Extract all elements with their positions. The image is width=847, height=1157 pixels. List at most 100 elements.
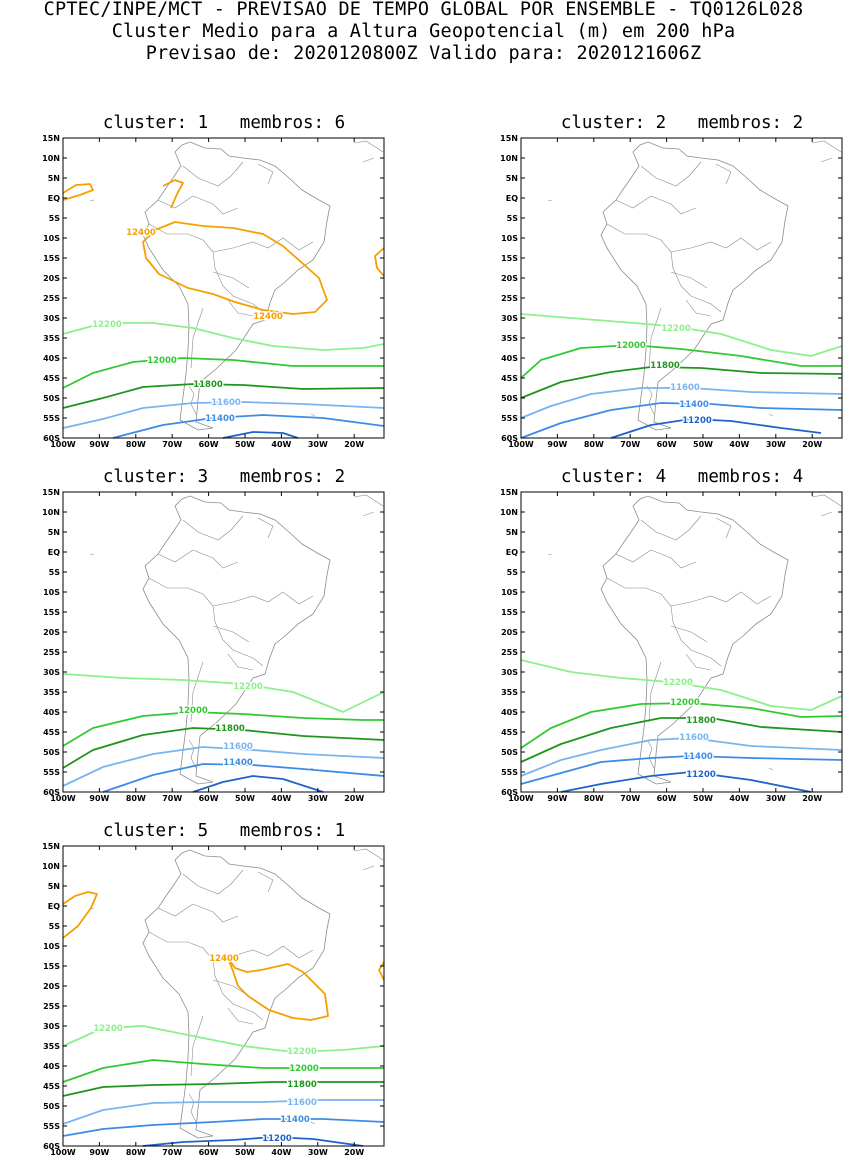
map-panel-cluster-2: 12200 12000 11800 11600 11400 11200 15N 10N 5N EQ… [500, 134, 843, 447]
lat-label: 50S [43, 748, 60, 757]
contour-line-11600 [62, 401, 385, 429]
contour-line-11400 [520, 755, 843, 785]
lon-label: 60W [199, 794, 219, 801]
lat-label: 15N [500, 134, 518, 143]
lon-label: 80W [126, 440, 146, 447]
country-border [148, 577, 188, 589]
lat-label: 20S [501, 628, 518, 637]
lat-label: 10N [42, 154, 60, 163]
country-border [670, 591, 772, 607]
country-border [645, 587, 722, 667]
country-border [606, 223, 646, 235]
contour-label-12200: 12200 [92, 320, 122, 330]
contour-line-12000 [62, 711, 384, 747]
forecast-dates: Previsao de: 2020120800Z Valido para: 20… [145, 43, 702, 64]
lon-label: 50W [693, 794, 713, 801]
country-border [685, 299, 712, 317]
lon-label: 90W [547, 794, 567, 801]
lon-label: 90W [89, 1148, 109, 1155]
contour-line-12200 [62, 1025, 385, 1053]
lon-label: 30W [308, 794, 328, 801]
contour-label-12000: 12000 [670, 698, 700, 708]
lat-label: 55S [501, 414, 518, 423]
contour-line-12200 [520, 313, 843, 357]
country-border [157, 549, 194, 563]
map-frame [520, 137, 843, 439]
country-border [715, 163, 732, 185]
country-border [670, 271, 708, 289]
lat-label: 45S [501, 728, 518, 737]
lat-label: 35S [43, 1042, 60, 1051]
lat-label: EQ [506, 194, 518, 203]
lat-label: 10S [501, 588, 518, 597]
lat-label: 60S [43, 788, 60, 797]
contour-line-12000 [62, 1059, 384, 1083]
contour-line-11400 [62, 1118, 385, 1137]
island-outline [353, 848, 384, 861]
country-border [650, 549, 697, 569]
lat-label: 60S [43, 434, 60, 443]
lon-label: 30W [308, 1148, 328, 1155]
lat-label: 5N [506, 174, 518, 183]
contour-line-12000 [520, 344, 842, 379]
lon-label: 60W [199, 1148, 219, 1155]
contour-label-12400: 12400 [209, 954, 239, 964]
coastline [142, 849, 331, 1139]
lon-label: 20W [344, 440, 364, 447]
contour-label-11600: 11600 [679, 733, 709, 743]
lat-label: 5S [49, 568, 61, 577]
country-border [182, 161, 244, 187]
lat-label: 60S [501, 434, 518, 443]
country-border [212, 271, 250, 289]
island-outline [310, 1121, 316, 1125]
contour-label-11800: 11800 [193, 380, 223, 390]
lon-label: 20W [802, 794, 822, 801]
coastline [600, 495, 789, 785]
contour-line-11400 [112, 414, 385, 439]
lat-label: 15S [501, 608, 518, 617]
island-outline [820, 157, 833, 163]
lat-label: 30S [501, 314, 518, 323]
island-outline [362, 865, 375, 871]
country-border [640, 161, 702, 187]
island-outline [89, 199, 95, 202]
country-border [650, 195, 697, 215]
country-border [640, 515, 702, 541]
lat-label: 35S [43, 688, 60, 697]
lat-label: 10S [43, 942, 60, 951]
lon-label: 80W [584, 794, 604, 801]
island-outline [820, 511, 833, 517]
lat-label: 55S [43, 768, 60, 777]
country-border [192, 903, 239, 923]
contour-label-12200: 12200 [661, 324, 691, 334]
country-border [227, 1007, 254, 1025]
contour-line-11200 [142, 1136, 364, 1147]
lat-label: 10S [501, 234, 518, 243]
lat-label: 20S [43, 274, 60, 283]
country-border [157, 195, 194, 209]
island-outline [188, 385, 197, 415]
lon-label: 70W [162, 440, 182, 447]
contour-label-11200: 11200 [682, 416, 712, 426]
country-border [670, 237, 772, 253]
lat-label: 15S [43, 962, 60, 971]
lon-label: 40W [729, 794, 749, 801]
contour-line-11200 [610, 418, 822, 439]
country-border [615, 195, 652, 209]
contour-label-11600: 11600 [287, 1098, 317, 1108]
lon-label: 100W [50, 1148, 76, 1155]
lat-label: EQ [48, 548, 60, 557]
lat-label: 5S [507, 568, 519, 577]
country-border [187, 233, 264, 313]
contour-line-11800 [62, 383, 385, 409]
lat-label: 5S [49, 214, 61, 223]
contour-line-12000 [520, 702, 843, 749]
contour-line-11600 [62, 746, 385, 787]
country-border [187, 941, 264, 1021]
lat-label: 15S [501, 254, 518, 263]
lat-label: 5N [48, 528, 60, 537]
lon-label: 60W [199, 440, 219, 447]
lat-label: 40S [501, 354, 518, 363]
contour-line-12400 [62, 183, 94, 201]
lon-label: 40W [271, 440, 291, 447]
